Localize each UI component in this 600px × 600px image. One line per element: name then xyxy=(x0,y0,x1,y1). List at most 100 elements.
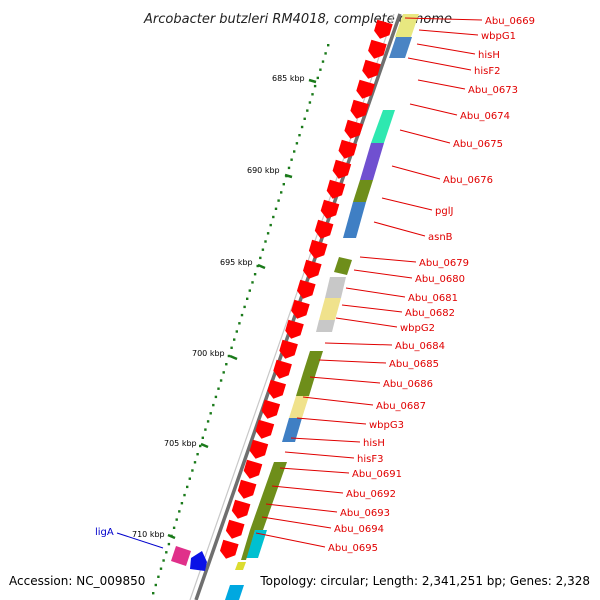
label-leader-line xyxy=(279,467,350,474)
scale-dot xyxy=(277,199,280,202)
scale-dot xyxy=(225,363,228,366)
tick-705: 705 kbp xyxy=(164,439,209,449)
gene-label: hisH xyxy=(478,50,500,61)
tick-label: 695 kbp xyxy=(220,258,253,267)
cog-block xyxy=(334,257,352,275)
gene-label: Abu_0675 xyxy=(453,139,503,150)
cog-block xyxy=(325,277,346,298)
scale-dot xyxy=(222,371,225,374)
scale-dot xyxy=(219,379,223,382)
scale-dot xyxy=(290,158,293,161)
tick-695: 695 kbp xyxy=(220,258,266,270)
label-leader-line xyxy=(391,165,441,180)
gene-label: Abu_0684 xyxy=(395,341,445,352)
scale-dot xyxy=(204,428,207,431)
cog-block xyxy=(241,530,255,560)
accession-text: Accession: NC_009850 xyxy=(9,574,146,588)
scale-dot xyxy=(308,101,312,104)
scale-dot xyxy=(319,68,322,71)
gene-label: Abu_0669 xyxy=(485,16,535,27)
gene-label: Abu_0673 xyxy=(468,85,518,96)
label-leader-line xyxy=(359,256,417,263)
cog-block xyxy=(319,298,341,320)
scale-dot xyxy=(165,551,168,554)
cog-block xyxy=(250,462,287,530)
scale-dot xyxy=(259,256,262,260)
tick-mark xyxy=(257,263,266,270)
gene-label: asnB xyxy=(428,232,453,243)
tick-mark xyxy=(284,173,293,179)
tick-710: 710 kbp xyxy=(132,530,176,540)
cds-arrow xyxy=(344,119,363,139)
scale-dot xyxy=(209,412,212,415)
label-leader-line xyxy=(417,79,466,90)
scale-dot xyxy=(238,322,241,325)
gene-label: Abu_0674 xyxy=(460,111,510,122)
scale-dot xyxy=(193,461,197,464)
gene-label: Abu_0687 xyxy=(376,401,426,412)
label-leader-line xyxy=(373,221,426,237)
gene-label: Abu_0693 xyxy=(340,508,390,519)
label-leader-line xyxy=(353,269,413,279)
scale-dot xyxy=(311,93,314,96)
scale-dot xyxy=(251,281,254,284)
label-leader-line xyxy=(418,29,479,36)
scale-dot xyxy=(196,453,199,456)
scale-dot xyxy=(240,313,244,317)
label-leader-line xyxy=(407,57,472,71)
scale-dot xyxy=(272,215,275,219)
cds-arrows xyxy=(220,19,393,559)
scale-dot xyxy=(306,109,309,112)
cog-block xyxy=(360,143,384,180)
tick-700: 700 kbp xyxy=(192,349,238,361)
cds-arrow xyxy=(243,459,263,479)
scale-dot xyxy=(212,403,215,407)
scale-dot xyxy=(246,297,249,300)
scale-dot xyxy=(175,518,178,521)
scale-dot xyxy=(206,420,210,423)
scale-dot xyxy=(186,485,189,489)
ligA-leader xyxy=(116,532,164,549)
scale-dot xyxy=(183,493,186,497)
tick-690: 690 kbp xyxy=(247,166,293,179)
scale-dot xyxy=(154,583,157,587)
scale-dot xyxy=(191,469,194,472)
scale-dot xyxy=(157,575,160,578)
scale-dot xyxy=(321,60,325,63)
label-leader-line xyxy=(345,287,406,298)
cog-block xyxy=(289,396,309,418)
topology-text: Topology: circular; Length: 2,341,251 bp… xyxy=(260,574,590,588)
cds-arrow xyxy=(237,479,257,499)
scale-dot xyxy=(230,346,233,349)
label-leader-line xyxy=(416,43,476,55)
cog-block xyxy=(235,562,246,570)
cog-block xyxy=(296,373,316,396)
scale-dot xyxy=(201,436,204,439)
label-leader-line xyxy=(409,103,458,116)
gene-label: hisH xyxy=(363,438,385,449)
label-leader-line xyxy=(302,396,374,406)
scale-dot xyxy=(280,191,283,194)
cds-arrow xyxy=(368,39,387,59)
cog-block xyxy=(246,530,267,558)
gene-label: Abu_0681 xyxy=(408,293,458,304)
label-leader-line xyxy=(341,304,403,313)
cog-block xyxy=(225,585,244,600)
scale-dot xyxy=(214,395,218,399)
cog-blocks xyxy=(225,14,419,600)
label-leader-line xyxy=(335,317,398,328)
scale-dot xyxy=(152,592,155,595)
gene-label: wbpG3 xyxy=(369,420,404,431)
cds-arrow xyxy=(308,239,328,259)
cog-block xyxy=(316,320,335,332)
cds-arrow xyxy=(291,299,310,319)
tick-mark xyxy=(229,354,238,361)
scale-dot xyxy=(287,166,291,170)
cog-block xyxy=(282,418,302,442)
gene-label: Abu_0695 xyxy=(328,543,378,554)
cog-block xyxy=(395,14,419,37)
scale-dot xyxy=(327,44,330,47)
tick-label: 690 kbp xyxy=(247,166,280,175)
cds-arrow xyxy=(338,139,358,159)
cog-block xyxy=(371,110,395,143)
